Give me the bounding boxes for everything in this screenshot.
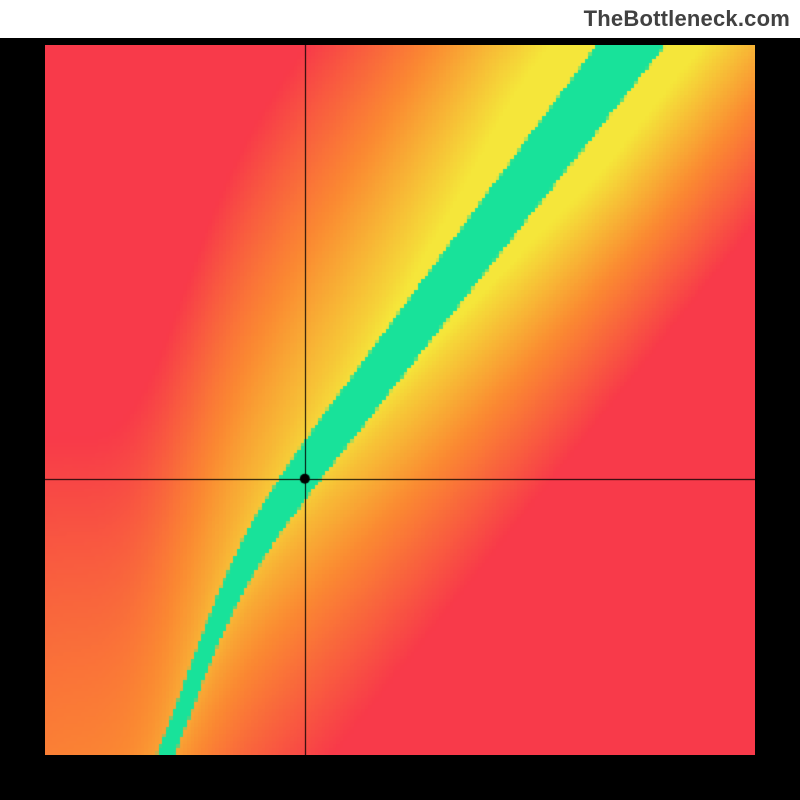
- chart-outer-frame: [0, 38, 800, 800]
- page-root: TheBottleneck.com: [0, 0, 800, 800]
- plot-area: [45, 45, 755, 755]
- watermark-text: TheBottleneck.com: [584, 6, 790, 32]
- bottleneck-heatmap-canvas: [45, 45, 755, 755]
